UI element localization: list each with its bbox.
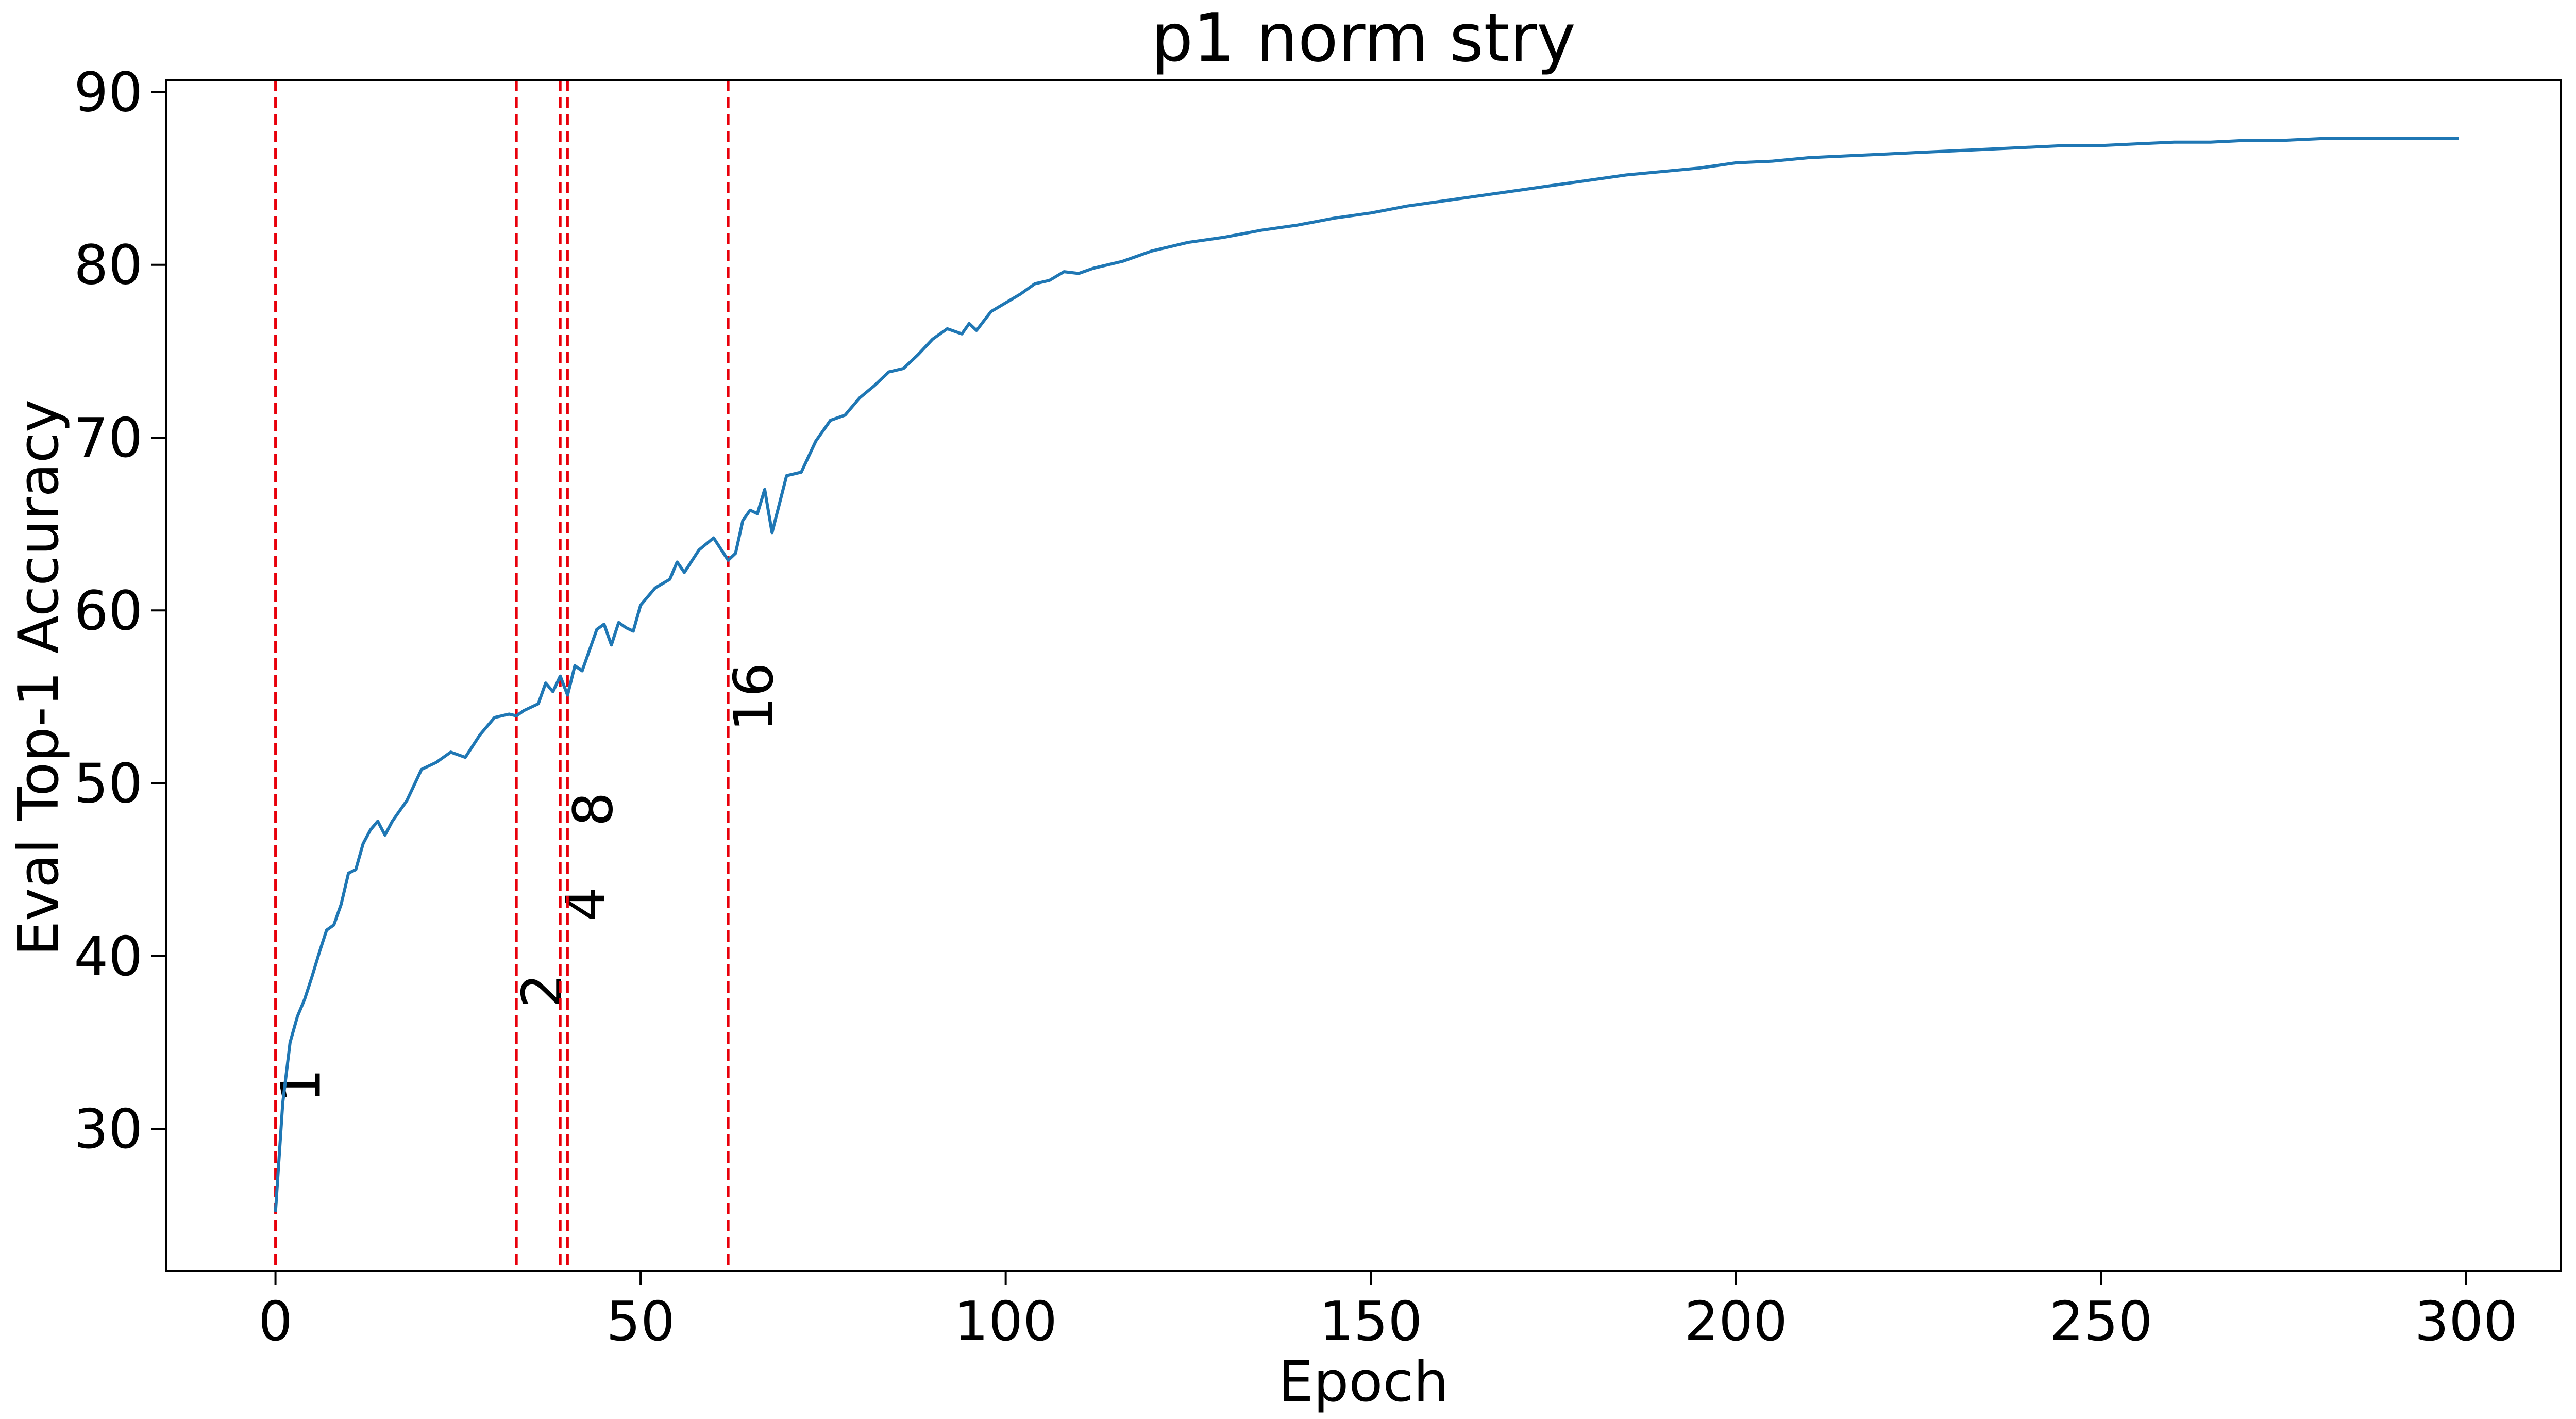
y-tick-label: 60 xyxy=(74,579,143,642)
y-tick-label: 80 xyxy=(74,234,143,297)
x-tick-label: 0 xyxy=(258,1290,293,1353)
reference-vline-label: 4 xyxy=(554,887,617,922)
x-tick-label: 200 xyxy=(1684,1290,1787,1353)
reference-vline-label: 16 xyxy=(722,662,785,731)
series-line xyxy=(274,137,2459,1212)
reference-vline-label: 8 xyxy=(562,792,625,827)
x-tick-label: 100 xyxy=(954,1290,1057,1353)
x-tick-label: 150 xyxy=(1319,1290,1422,1353)
reference-vline-label: 2 xyxy=(511,974,574,1008)
y-tick-label: 50 xyxy=(74,753,143,815)
y-axis-label: Eval Top-1 Accuracy xyxy=(7,399,71,956)
x-tick-label: 300 xyxy=(2415,1290,2518,1353)
y-tick-label: 30 xyxy=(74,1098,143,1161)
y-tick-label: 40 xyxy=(74,925,143,988)
y-tick-label: 70 xyxy=(74,407,143,470)
x-axis-label: Epoch xyxy=(1278,1350,1449,1414)
reference-vline-label: 1 xyxy=(270,1069,333,1103)
x-tick-label: 50 xyxy=(606,1290,675,1353)
y-tick-label: 90 xyxy=(74,61,143,124)
chart-title: p1 norm stry xyxy=(1151,0,1576,77)
plot-area: 0 50 100 150 200 250 300 30 40 50 60 70 80 90 1 2 4 8 16 xyxy=(74,61,2518,1353)
plot-frame xyxy=(165,79,2562,1272)
x-tick-label: 250 xyxy=(2049,1290,2152,1353)
